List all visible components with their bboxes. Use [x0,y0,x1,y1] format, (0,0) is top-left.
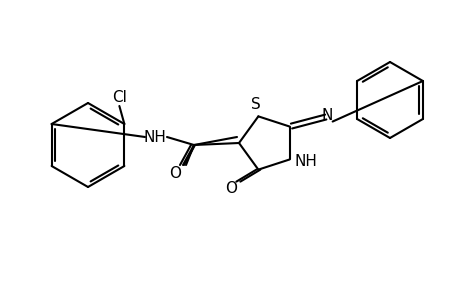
Text: N: N [321,108,333,123]
Text: S: S [251,97,261,112]
Text: O: O [225,181,237,196]
Text: O: O [168,166,180,181]
Text: Cl: Cl [112,89,127,104]
Text: NH: NH [143,130,166,145]
Text: NH: NH [294,154,316,169]
